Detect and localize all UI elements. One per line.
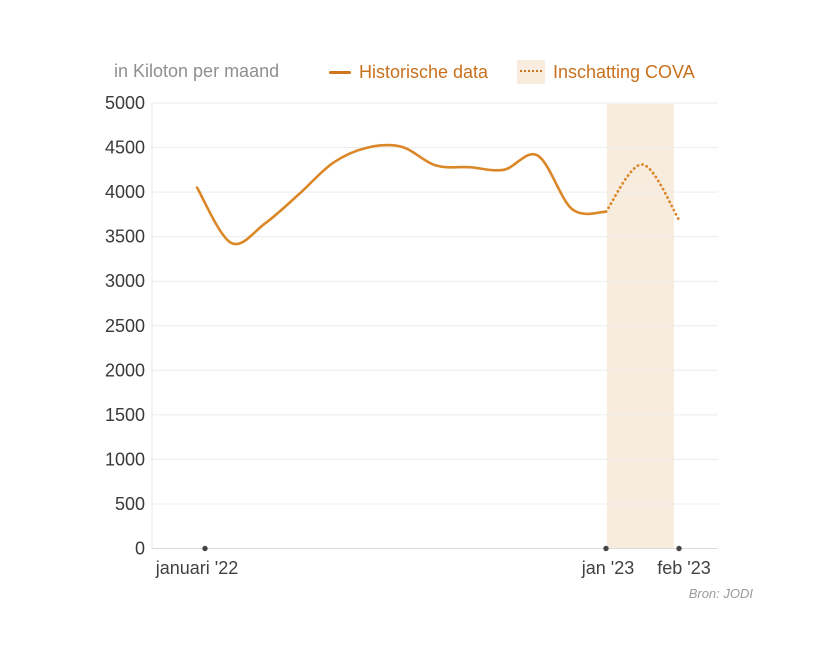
legend-label-historical: Historische data [359, 61, 489, 82]
y-tick-label: 4500 [105, 138, 145, 158]
y-tick-label: 0 [135, 539, 145, 559]
x-tick-dot [603, 545, 609, 552]
y-tick-label: 2000 [105, 360, 145, 380]
y-tick-label: 500 [115, 494, 145, 514]
source-attribution: Bron: JODI [688, 586, 753, 601]
x-tick-dot [676, 545, 682, 552]
x-tick-dot [202, 545, 208, 552]
y-tick-label: 3000 [105, 271, 145, 291]
x-tick-label: feb '23 [657, 558, 710, 578]
legend-item-historical: Historische data [329, 59, 488, 85]
x-tick-label: jan '23 [581, 558, 634, 578]
y-axis-unit-label: in Kiloton per maand [114, 61, 280, 81]
dotted-line-icon [520, 70, 542, 72]
x-tick-label: januari '22 [155, 558, 239, 578]
y-tick-label: 5000 [105, 93, 145, 113]
forecast-data-line [604, 163, 681, 222]
y-tick-label: 3500 [105, 227, 145, 247]
solid-line-swatch-icon [329, 70, 351, 74]
y-tick-label: 4000 [105, 182, 145, 202]
y-tick-label: 1000 [105, 449, 145, 469]
legend-label-forecast: Inschatting COVA [553, 61, 695, 82]
legend-item-forecast: Inschatting COVA [517, 59, 695, 85]
y-tick-label: 1500 [105, 405, 145, 425]
historical-data-line [195, 143, 608, 246]
dotted-line-swatch-icon [517, 60, 545, 84]
y-tick-label: 2500 [105, 316, 145, 336]
